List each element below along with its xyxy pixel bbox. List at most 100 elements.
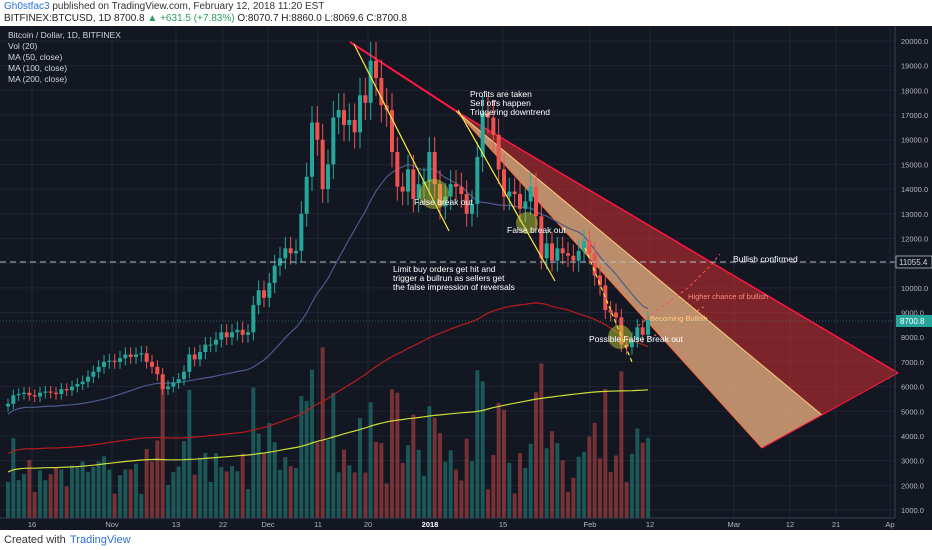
drawing-fan bbox=[349, 41, 899, 449]
y-tick-label: 6000.0 bbox=[901, 383, 924, 392]
candle-body bbox=[304, 176, 309, 214]
volume-bar bbox=[470, 461, 474, 518]
annotation-profits: Profits are taken bbox=[470, 89, 532, 99]
candle-body bbox=[96, 366, 101, 372]
candle-body bbox=[582, 240, 586, 251]
volume-bar bbox=[112, 493, 117, 518]
chart-legend: Bitcoin / Dollar, 1D, BITFINEX Vol (20) … bbox=[8, 30, 121, 84]
candle-body bbox=[635, 327, 640, 340]
volume-bar bbox=[518, 453, 522, 518]
volume-bar bbox=[166, 485, 170, 518]
volume-bar bbox=[566, 492, 570, 518]
volume-bar bbox=[448, 450, 453, 518]
y-axis-labels: 1000.0 2000.0 3000.0 4000.0 5000.0 6000.0 7000… bbox=[901, 37, 928, 515]
y-tick-label: 14000.0 bbox=[901, 185, 928, 194]
volume-bar bbox=[486, 489, 490, 518]
candle-body bbox=[534, 186, 538, 217]
volume-bar bbox=[352, 472, 357, 518]
bullish-projection-arrow bbox=[637, 253, 721, 327]
volume-bar bbox=[219, 467, 224, 518]
volume-bar bbox=[427, 406, 432, 518]
volume-bar bbox=[379, 443, 384, 518]
volume-bar bbox=[635, 428, 640, 518]
volume-bar bbox=[54, 468, 58, 518]
x-tick-label: Ap bbox=[885, 520, 894, 529]
volume-bar bbox=[96, 461, 101, 518]
x-tick-label: Feb bbox=[584, 520, 597, 529]
candle-body bbox=[566, 253, 570, 256]
candle-body bbox=[240, 329, 245, 335]
author-link[interactable]: Gh0stfac3 bbox=[4, 1, 50, 12]
candle-body bbox=[294, 250, 298, 254]
annotation-limit-1: Limit buy orders get hit and bbox=[393, 264, 496, 274]
volume-bar bbox=[230, 466, 234, 518]
volume-bar bbox=[198, 457, 202, 518]
candle-body bbox=[38, 392, 42, 397]
volume-bar bbox=[86, 471, 90, 518]
candle-body bbox=[496, 134, 501, 170]
candle-body bbox=[347, 119, 352, 125]
volume-bar bbox=[256, 433, 261, 518]
ma100-line bbox=[7, 302, 649, 455]
candle-body bbox=[502, 169, 506, 197]
fan-upper-line bbox=[455, 110, 899, 374]
volume-bar bbox=[598, 458, 602, 518]
candle-body bbox=[70, 386, 74, 391]
candle-body bbox=[576, 250, 581, 261]
candle-body bbox=[187, 354, 192, 372]
chart-area[interactable]: Profits are taken Sell offs happen Trigg… bbox=[0, 26, 932, 530]
tan-fan-zone bbox=[456, 111, 822, 448]
volume-bar bbox=[358, 418, 362, 518]
volume-bar bbox=[480, 381, 485, 518]
y-tick-label: 20000.0 bbox=[901, 37, 928, 46]
candle-body bbox=[102, 361, 106, 367]
volume-bar bbox=[630, 453, 634, 518]
candle-body bbox=[272, 265, 277, 283]
volume-bar bbox=[139, 493, 144, 518]
candle-body bbox=[598, 275, 602, 286]
symbol-line: BITFINEX:BTCUSD, 1D 8700.8 ▲ +631.5 (+7.… bbox=[4, 13, 407, 24]
fan-mid-line bbox=[455, 110, 823, 416]
volume-bar bbox=[571, 477, 576, 518]
created-with-text: Created with bbox=[4, 534, 66, 546]
volume-bar bbox=[374, 441, 378, 518]
volume-bar bbox=[443, 461, 448, 518]
volume-bar bbox=[155, 440, 160, 518]
volume-bar bbox=[528, 443, 533, 518]
highlight-circle-3 bbox=[608, 325, 632, 349]
x-tick-label: 11 bbox=[314, 520, 322, 529]
volume-bar bbox=[48, 474, 53, 518]
candle-body bbox=[587, 240, 592, 254]
volume-bar bbox=[80, 461, 85, 518]
y-tick-label: 3000.0 bbox=[901, 457, 924, 466]
volume-bar bbox=[294, 468, 298, 518]
volume-bar bbox=[331, 392, 336, 518]
x-tick-label: 13 bbox=[172, 520, 180, 529]
x-tick-label: 12 bbox=[646, 520, 654, 529]
volume-bar bbox=[320, 347, 325, 518]
y-tick-label: 10000.0 bbox=[901, 284, 928, 293]
volume-bar bbox=[246, 489, 250, 518]
tradingview-brand[interactable]: TradingView bbox=[70, 534, 131, 546]
candle-body bbox=[86, 376, 90, 382]
volume-bar bbox=[11, 438, 16, 518]
candle-body bbox=[630, 339, 634, 348]
price-chart[interactable]: Profits are taken Sell offs happen Trigg… bbox=[0, 26, 932, 530]
legend-ma200: MA (200, close) bbox=[8, 74, 67, 84]
level-tag-box bbox=[895, 255, 932, 269]
volume-bar bbox=[640, 442, 645, 518]
candle-body bbox=[539, 216, 544, 259]
volume-bar bbox=[624, 482, 629, 518]
candle-body bbox=[379, 78, 384, 106]
volume-bar bbox=[278, 469, 282, 518]
volume-bar bbox=[459, 480, 464, 518]
volume-bar bbox=[128, 469, 133, 518]
last-price-tag: 8700.8 bbox=[900, 317, 925, 326]
level-tag: 11055.4 bbox=[899, 258, 928, 267]
volume-bar bbox=[507, 463, 512, 518]
volume-bar bbox=[272, 442, 277, 518]
candles bbox=[6, 41, 650, 412]
volume-bar bbox=[176, 466, 181, 518]
y-tick-label: 7000.0 bbox=[901, 358, 924, 367]
legend-title: Bitcoin / Dollar, 1D, BITFINEX bbox=[8, 30, 121, 40]
